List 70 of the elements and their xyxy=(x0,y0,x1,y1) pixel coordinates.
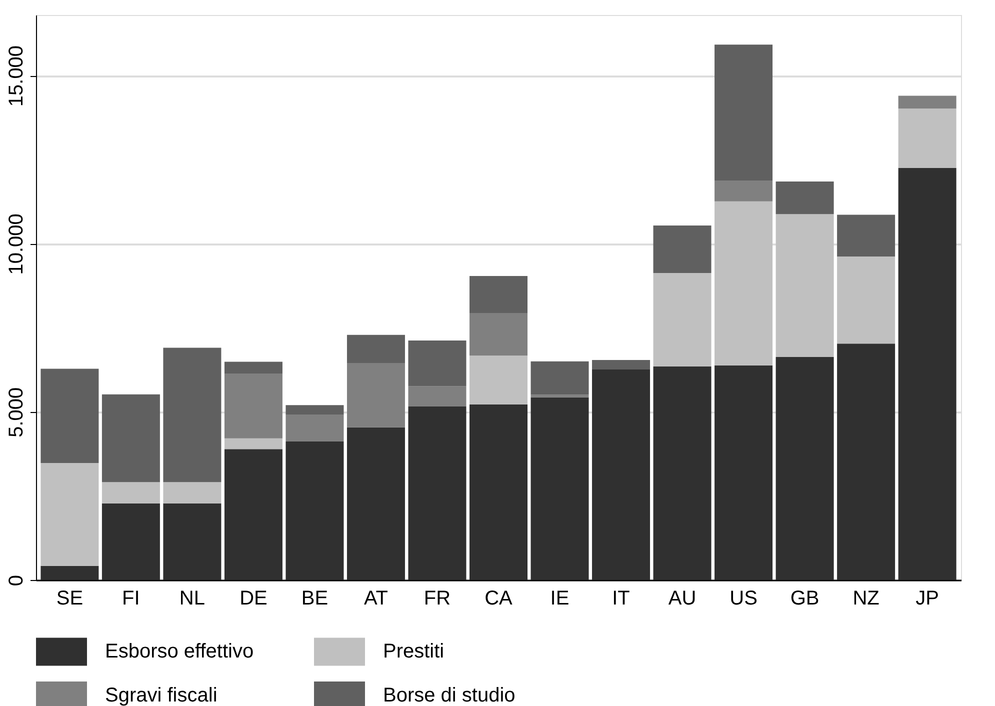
bar xyxy=(286,441,344,580)
bar xyxy=(224,374,282,438)
bar xyxy=(286,414,344,442)
bar xyxy=(224,438,282,450)
legend-label: Esborso effettivo xyxy=(105,640,254,663)
bar xyxy=(592,369,650,580)
bar xyxy=(224,449,282,580)
bar xyxy=(837,344,896,580)
bar xyxy=(653,272,712,366)
x-tick-label: JP xyxy=(916,588,939,610)
y-tick-label: 10.000 xyxy=(6,214,28,275)
bar xyxy=(653,366,712,580)
bar xyxy=(714,201,773,366)
bar xyxy=(714,44,773,180)
bar xyxy=(163,503,222,580)
x-tick-label: US xyxy=(730,588,758,610)
bar xyxy=(530,394,589,398)
bar xyxy=(776,357,834,580)
x-tick-label: NL xyxy=(179,588,205,610)
bar xyxy=(40,566,99,580)
bar xyxy=(163,482,222,504)
bar xyxy=(470,276,528,313)
x-tick-label: SE xyxy=(56,588,84,610)
bar xyxy=(776,181,834,214)
bar xyxy=(346,334,405,364)
x-tick-label: AT xyxy=(364,588,388,610)
bar xyxy=(898,108,956,168)
bar xyxy=(163,348,222,482)
bar xyxy=(592,360,650,370)
x-tick-label: FR xyxy=(424,588,451,610)
y-tick-label: 15.000 xyxy=(6,45,28,107)
x-tick-label: NZ xyxy=(852,588,880,610)
x-tick-label: FI xyxy=(122,588,140,610)
bar xyxy=(102,503,160,580)
x-tick-label: BE xyxy=(301,588,328,610)
bar xyxy=(408,340,466,386)
bar xyxy=(898,96,956,108)
bar xyxy=(346,363,405,428)
x-tick-label: CA xyxy=(484,588,514,610)
bar xyxy=(102,394,160,482)
bar xyxy=(408,386,466,406)
x-tick-label: IE xyxy=(550,588,570,610)
bar xyxy=(776,214,834,358)
bar xyxy=(470,312,528,356)
y-tick-label: 5.000 xyxy=(6,387,28,438)
bar xyxy=(470,404,528,580)
bar xyxy=(40,368,99,463)
bar xyxy=(837,256,896,344)
bar xyxy=(346,427,405,580)
x-tick-label: GB xyxy=(790,588,820,610)
bar xyxy=(530,361,589,395)
bar xyxy=(286,405,344,415)
bar xyxy=(714,365,773,580)
y-tick-label: 0 xyxy=(6,574,28,586)
legend-label: Borse di studio xyxy=(383,684,516,706)
bar xyxy=(653,226,712,273)
bar xyxy=(470,356,528,404)
bar xyxy=(530,397,589,580)
bar xyxy=(40,462,99,566)
bar xyxy=(102,482,160,504)
bar xyxy=(224,362,282,374)
legend-label: Sgravi fiscali xyxy=(105,684,218,706)
x-tick-label: DE xyxy=(240,588,268,610)
bar xyxy=(837,214,896,256)
bar xyxy=(714,180,773,202)
legend-label: Prestiti xyxy=(383,640,444,663)
x-tick-label: AU xyxy=(668,588,696,610)
x-tick-label: IT xyxy=(612,588,630,610)
bar xyxy=(898,168,956,580)
bar xyxy=(408,406,466,580)
